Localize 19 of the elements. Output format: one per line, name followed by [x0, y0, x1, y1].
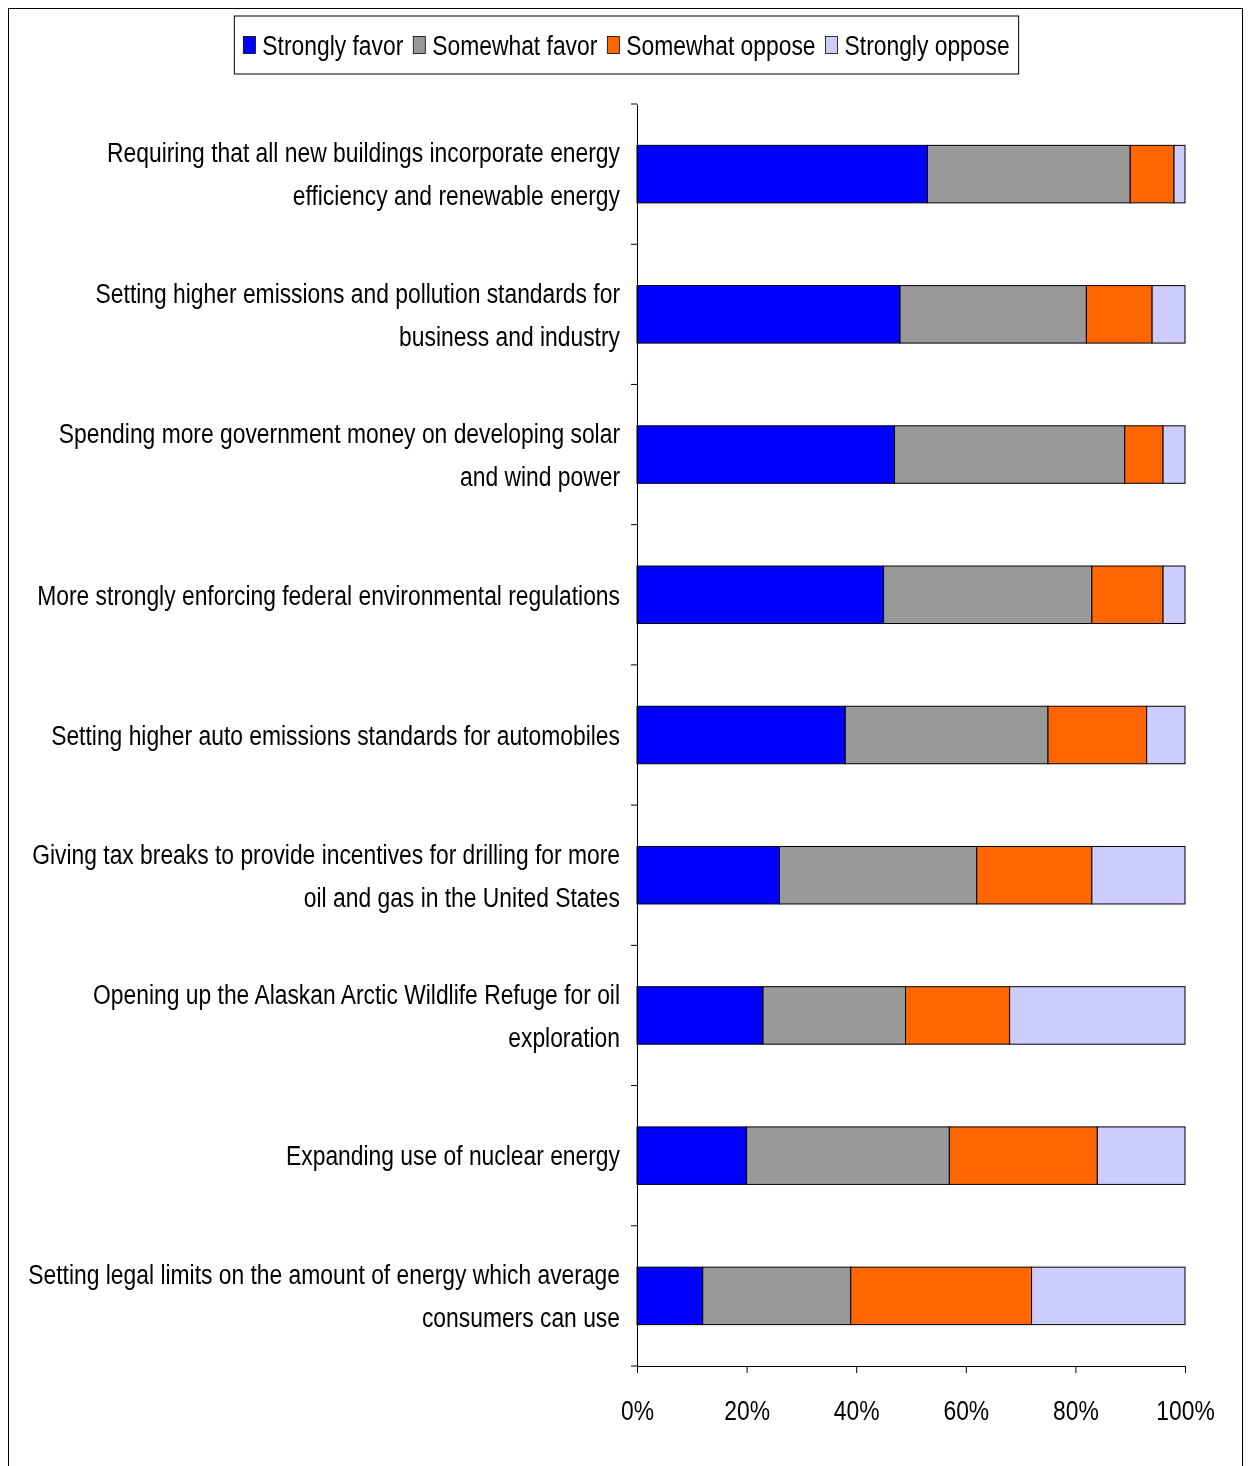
legend-label: Strongly oppose — [844, 29, 1010, 61]
x-tick-label: 80% — [1053, 1394, 1099, 1426]
y-tick-label: Expanding use of nuclear energy — [286, 1140, 621, 1171]
y-tick-label: More strongly enforcing federal environmental regulations — [37, 579, 620, 611]
legend-label: Strongly favor — [262, 29, 404, 61]
y-tick-label: Setting legal limits on the amount of energy which average consumers can use — [28, 1258, 620, 1333]
legend-label: Somewhat favor — [432, 29, 598, 61]
x-tick-label: 40% — [833, 1394, 880, 1426]
legend-label: Somewhat oppose — [626, 29, 816, 61]
y-tick-label: Giving tax breaks to provide incentives for drilling for more oil and gas in the United States — [32, 838, 620, 912]
y-tick-label: Requiring that all new buildings incorporate energy efficiency and renewable energy — [107, 137, 621, 211]
x-tick-label: 100% — [1156, 1394, 1215, 1426]
y-tick-label: Setting higher emissions and pollution standards for business and industry — [95, 277, 621, 352]
y-tick-label: Opening up the Alaskan Arctic Wildlife Refuge for oil exploration — [93, 978, 620, 1053]
y-tick-label: Setting higher auto emissions standards for automobiles — [51, 719, 620, 751]
y-tick-label: Spending more government money on developing solar and wind power — [58, 417, 621, 492]
x-tick-label: 20% — [724, 1394, 770, 1426]
x-tick-label: 60% — [943, 1394, 990, 1426]
x-tick-label: 0% — [620, 1394, 655, 1426]
